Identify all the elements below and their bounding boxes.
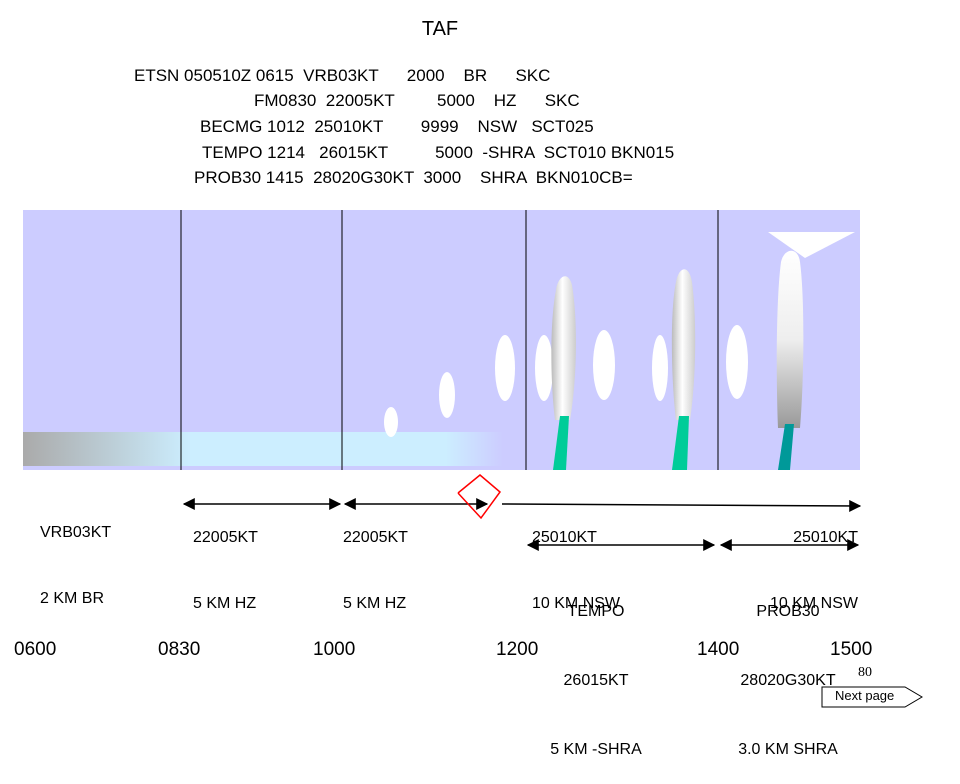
- segment-1-wind: VRB03KT: [40, 524, 112, 541]
- segment-5-vis: 10 KM NSW: [769, 595, 858, 612]
- segment-4-label: 25010KT 10 KM NSW: [532, 483, 620, 637]
- cb-cloud: [776, 250, 804, 428]
- prob-title: PROB30: [756, 603, 820, 620]
- time-label-1400: 1400: [697, 639, 740, 660]
- time-label-0830: 0830: [158, 639, 201, 660]
- shower-2: [672, 416, 689, 470]
- cloud-small-6: [652, 335, 668, 401]
- segment-2-label: 22005KT 5 KM HZ: [193, 483, 258, 637]
- cloud-small-4: [535, 335, 553, 401]
- segment-4-wind: 25010KT: [532, 529, 597, 546]
- segment-5-wind: 25010KT: [793, 529, 858, 546]
- next-page-label: Next page: [835, 688, 895, 703]
- cloud-small-3: [495, 335, 515, 401]
- segment-4-vis: 10 KM NSW: [532, 595, 621, 612]
- segment-3-vis: 5 KM HZ: [343, 595, 407, 612]
- tempo-label: TEMPO 26015KT 5 KM -SHRA: [526, 554, 666, 784]
- tcu-cloud-2: [671, 269, 696, 420]
- sky-panel: [23, 210, 860, 470]
- next-page-button[interactable]: Next page: [822, 686, 922, 708]
- weather-diagram: [23, 210, 923, 708]
- cloud-small-5: [593, 330, 615, 400]
- taf-line-1: ETSN 050510Z 0615 VRB03KT 2000 BR SKC: [134, 66, 551, 85]
- tempo-wind: 26015KT: [563, 672, 629, 689]
- cb-anvil: [768, 232, 855, 258]
- tempo-vis: 5 KM -SHRA: [550, 741, 642, 758]
- cloud-small-1: [384, 407, 398, 437]
- cloud-small-7: [726, 325, 748, 399]
- haze-band: [23, 432, 503, 466]
- segment-1-vis: 2 KM BR: [40, 590, 105, 607]
- prob-label: PROB30 28020G30KT 3.0 KM SHRA: [718, 554, 858, 784]
- segment-2-vis: 5 KM HZ: [193, 595, 257, 612]
- becmg-transition-mark: [457, 474, 502, 520]
- taf-line-4: TEMPO 1214 26015KT 5000 -SHRA SCT010 BKN…: [202, 143, 675, 162]
- page-number: 80: [858, 665, 872, 680]
- segment-2-wind: 22005KT: [193, 529, 258, 546]
- segment-3-wind: 22005KT: [343, 529, 408, 546]
- time-label-0600: 0600: [14, 639, 57, 660]
- time-label-1200: 1200: [496, 639, 539, 660]
- shower-1: [553, 416, 569, 470]
- shower-3: [778, 424, 794, 470]
- taf-line-3: BECMG 1012 25010KT 9999 NSW SCT025: [200, 117, 594, 136]
- tempo-title: TEMPO: [567, 603, 625, 620]
- diagram-title: TAF: [421, 18, 459, 40]
- prob-vis: 3.0 KM SHRA: [738, 741, 838, 758]
- segment-1-label: VRB03KT 2 KM BR: [40, 478, 111, 632]
- segment-5-label: 25010KT 10 KM NSW: [748, 483, 858, 637]
- time-label-1500: 1500: [830, 639, 873, 660]
- next-page-shape: [821, 686, 923, 708]
- taf-line-5: PROB30 1415 28020G30KT 3000 SHRA BKN010C…: [194, 168, 633, 187]
- time-label-1000: 1000: [313, 639, 356, 660]
- cloud-small-2: [439, 372, 455, 418]
- taf-line-2: FM0830 22005KT 5000 HZ SKC: [254, 91, 580, 110]
- seg-arrow-3: [501, 499, 862, 512]
- prob-wind: 28020G30KT: [740, 672, 836, 689]
- tcu-cloud-1: [551, 276, 576, 420]
- segment-3-label: 22005KT 5 KM HZ: [343, 483, 408, 637]
